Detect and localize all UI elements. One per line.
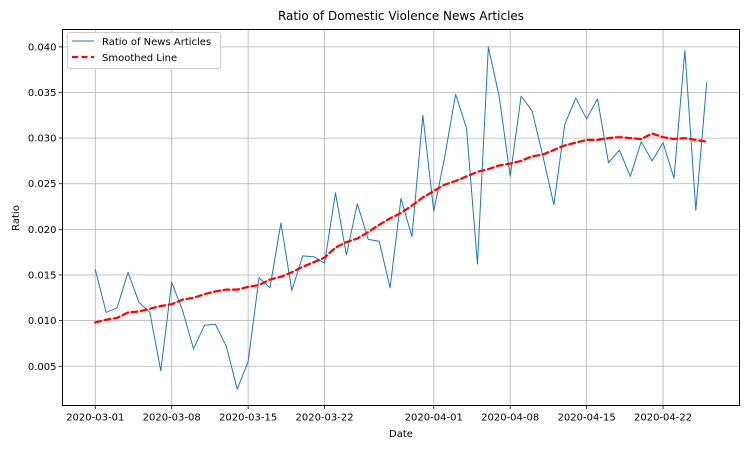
y-tick-label: 0.005 [28, 362, 57, 373]
x-axis-ticks: 2020-03-01 2020-03-08 2020-03-15 2020-03-22… [66, 405, 692, 424]
chart-title: Ratio of Domestic Violence News Articles [278, 9, 524, 23]
legend-box [67, 32, 221, 69]
y-tick-label: 0.010 [28, 316, 57, 327]
x-tick-label: 2020-04-01 [405, 413, 463, 424]
y-axis-ticks: 0.005 0.010 0.015 0.020 0.025 0.030 0.035 0.040 [28, 42, 63, 373]
x-tick-label: 2020-03-22 [296, 413, 354, 424]
x-tick-label: 2020-04-22 [634, 413, 692, 424]
series-line-ratio-of-news-articles [94, 46, 708, 390]
x-axis-label: Date [389, 429, 413, 440]
x-tick-label: 2020-03-15 [219, 413, 277, 424]
y-tick-label: 0.040 [28, 42, 57, 53]
legend-label-smoothed-line: Smoothed Line [102, 53, 177, 64]
plot-background [62, 29, 740, 406]
x-tick-label: 2020-03-08 [143, 413, 201, 424]
legend-label-ratio-of-news-articles: Ratio of News Articles [102, 37, 211, 48]
y-tick-label: 0.035 [28, 88, 57, 99]
series-line-smoothed-line [94, 132, 708, 324]
legend: Ratio of News Articles Smoothed Line [67, 32, 221, 69]
y-tick-label: 0.020 [28, 225, 57, 236]
y-tick-label: 0.015 [28, 270, 57, 281]
y-tick-label: 0.030 [28, 134, 57, 145]
series-layer [94, 46, 708, 390]
y-axis-label: Ratio [11, 205, 22, 231]
plot-area [62, 29, 740, 406]
x-tick-label: 2020-04-08 [481, 413, 539, 424]
plot-frame [62, 29, 740, 406]
x-tick-label: 2020-04-15 [558, 413, 616, 424]
x-tick-label: 2020-03-01 [66, 413, 124, 424]
y-tick-label: 0.025 [28, 179, 57, 190]
